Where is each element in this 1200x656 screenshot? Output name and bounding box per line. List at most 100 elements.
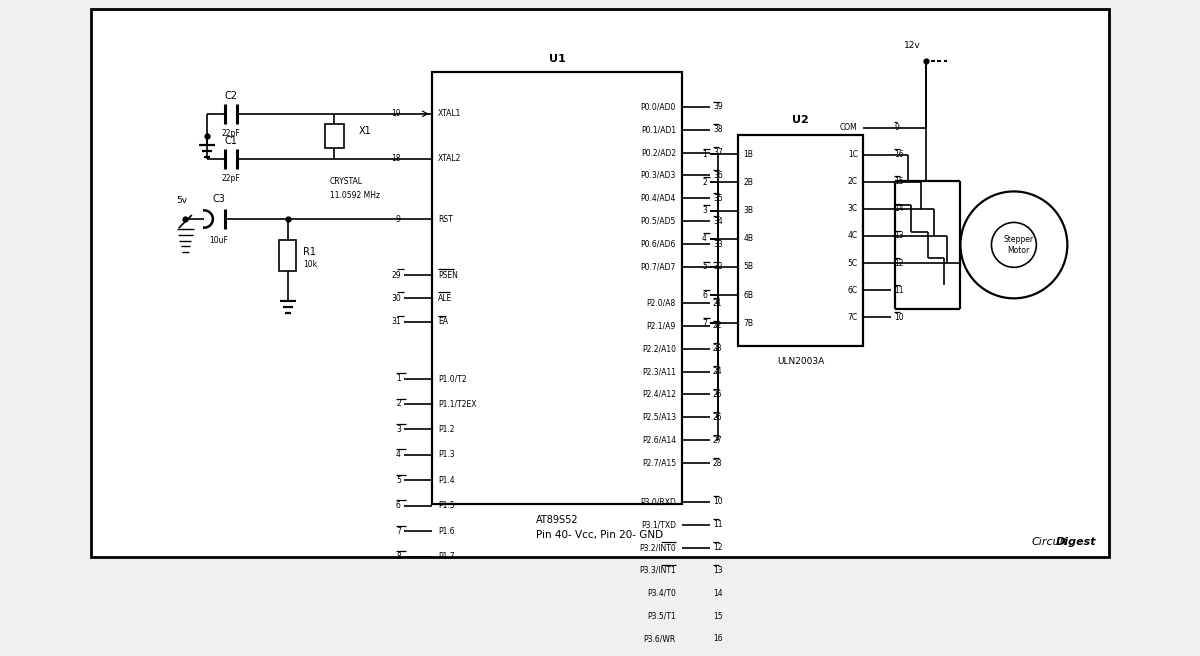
Text: 10k: 10k	[304, 260, 318, 269]
Text: P2.6/A14: P2.6/A14	[642, 436, 676, 445]
Text: 33: 33	[713, 239, 722, 249]
Text: 26: 26	[713, 413, 722, 422]
Text: C1: C1	[224, 136, 238, 146]
Text: 22pF: 22pF	[222, 174, 240, 183]
Bar	[738, 134, 863, 346]
Text: 30: 30	[391, 294, 401, 303]
Text: 10: 10	[894, 313, 904, 321]
Text: 7B: 7B	[743, 319, 754, 328]
Text: 5: 5	[396, 476, 401, 485]
Text: 36: 36	[713, 171, 722, 180]
Text: 4: 4	[396, 451, 401, 459]
Text: P3.1/TXD: P3.1/TXD	[641, 520, 676, 529]
Text: 5C: 5C	[847, 258, 858, 268]
Text: P2.7/A15: P2.7/A15	[642, 459, 676, 468]
Text: 2: 2	[702, 178, 707, 187]
Text: 11: 11	[713, 520, 722, 529]
Text: 8: 8	[396, 552, 401, 561]
Text: 4C: 4C	[847, 232, 858, 241]
Text: 37: 37	[713, 148, 722, 157]
Text: P3.5/T1: P3.5/T1	[647, 611, 676, 621]
Text: P2.1/A9: P2.1/A9	[647, 321, 676, 331]
Text: P0.4/AD4: P0.4/AD4	[641, 194, 676, 203]
Text: 4B: 4B	[743, 234, 754, 243]
Text: 2C: 2C	[848, 177, 858, 186]
Text: 6: 6	[396, 501, 401, 510]
Text: C3: C3	[212, 194, 226, 204]
Text: C2: C2	[224, 91, 238, 101]
Text: 11.0592 MHz: 11.0592 MHz	[330, 192, 380, 200]
Text: 18: 18	[391, 154, 401, 163]
Text: P0.5/AD5: P0.5/AD5	[641, 216, 676, 226]
Text: XTAL1: XTAL1	[438, 110, 461, 118]
Text: 6C: 6C	[847, 285, 858, 295]
Text: AT89S52: AT89S52	[535, 515, 578, 525]
Text: P0.7/AD7: P0.7/AD7	[641, 262, 676, 272]
Bar	[280, 240, 296, 271]
Text: P2.3/A11: P2.3/A11	[642, 367, 676, 376]
Bar	[432, 72, 682, 504]
Text: 1C: 1C	[848, 150, 858, 159]
Text: Stepper
Motor: Stepper Motor	[1003, 236, 1033, 255]
Text: P1.2: P1.2	[438, 425, 455, 434]
Text: R1: R1	[304, 247, 317, 257]
Text: P1.6: P1.6	[438, 527, 455, 536]
Text: 12: 12	[894, 258, 904, 268]
Text: 1: 1	[396, 374, 401, 383]
Text: Pin 40- Vcc, Pin 20- GND: Pin 40- Vcc, Pin 20- GND	[536, 529, 664, 540]
Text: P0.0/AD0: P0.0/AD0	[641, 102, 676, 112]
Text: P0.3/AD3: P0.3/AD3	[641, 171, 676, 180]
Text: Circuit: Circuit	[1031, 537, 1067, 546]
Text: P0.2/AD2: P0.2/AD2	[641, 148, 676, 157]
Text: 22pF: 22pF	[222, 129, 240, 138]
Text: P0.1/AD1: P0.1/AD1	[641, 125, 676, 134]
Text: P0.6/AD6: P0.6/AD6	[641, 239, 676, 249]
Text: 11: 11	[894, 285, 904, 295]
Text: COM: COM	[840, 123, 858, 132]
Text: EA: EA	[438, 317, 448, 326]
Text: P1.5: P1.5	[438, 501, 455, 510]
Text: P1.0/T2: P1.0/T2	[438, 374, 467, 383]
Text: P1.7: P1.7	[438, 552, 455, 561]
Text: X1: X1	[359, 126, 371, 136]
Text: 3: 3	[396, 425, 401, 434]
Text: P3.0/RXD: P3.0/RXD	[640, 497, 676, 506]
Text: 21: 21	[713, 298, 722, 308]
Text: P2.0/A8: P2.0/A8	[647, 298, 676, 308]
Circle shape	[991, 222, 1037, 268]
Text: 12v: 12v	[904, 41, 920, 51]
Text: 24: 24	[713, 367, 722, 376]
Text: 28: 28	[713, 459, 722, 468]
Text: 22: 22	[713, 321, 722, 331]
Text: 39: 39	[713, 102, 722, 112]
Text: 12: 12	[713, 543, 722, 552]
Text: 3: 3	[702, 206, 707, 215]
Text: 14: 14	[894, 205, 904, 213]
Text: 6B: 6B	[743, 291, 754, 300]
Text: P1.4: P1.4	[438, 476, 455, 485]
Text: 10: 10	[713, 497, 722, 506]
Text: 2B: 2B	[743, 178, 754, 187]
Text: 16: 16	[894, 150, 904, 159]
Text: 27: 27	[713, 436, 722, 445]
Text: 13: 13	[894, 232, 904, 241]
Text: 7: 7	[702, 319, 707, 328]
Text: 1B: 1B	[743, 150, 754, 159]
Text: 16: 16	[713, 634, 722, 644]
Text: 35: 35	[713, 194, 722, 203]
Text: P1.1/T2EX: P1.1/T2EX	[438, 400, 476, 409]
Text: P2.2/A10: P2.2/A10	[642, 344, 676, 354]
Text: CRYSTAL: CRYSTAL	[330, 176, 364, 186]
Text: 1: 1	[702, 150, 707, 159]
Text: P3.6/WR: P3.6/WR	[643, 634, 676, 644]
Text: 5: 5	[702, 262, 707, 272]
Text: 9: 9	[396, 215, 401, 224]
Text: PSEN: PSEN	[438, 270, 457, 279]
Text: XTAL2: XTAL2	[438, 154, 461, 163]
Text: 32: 32	[713, 262, 722, 272]
Text: 19: 19	[391, 110, 401, 118]
Text: 15: 15	[713, 611, 722, 621]
Text: P2.4/A12: P2.4/A12	[642, 390, 676, 399]
Text: 2: 2	[396, 400, 401, 409]
Text: 25: 25	[713, 390, 722, 399]
